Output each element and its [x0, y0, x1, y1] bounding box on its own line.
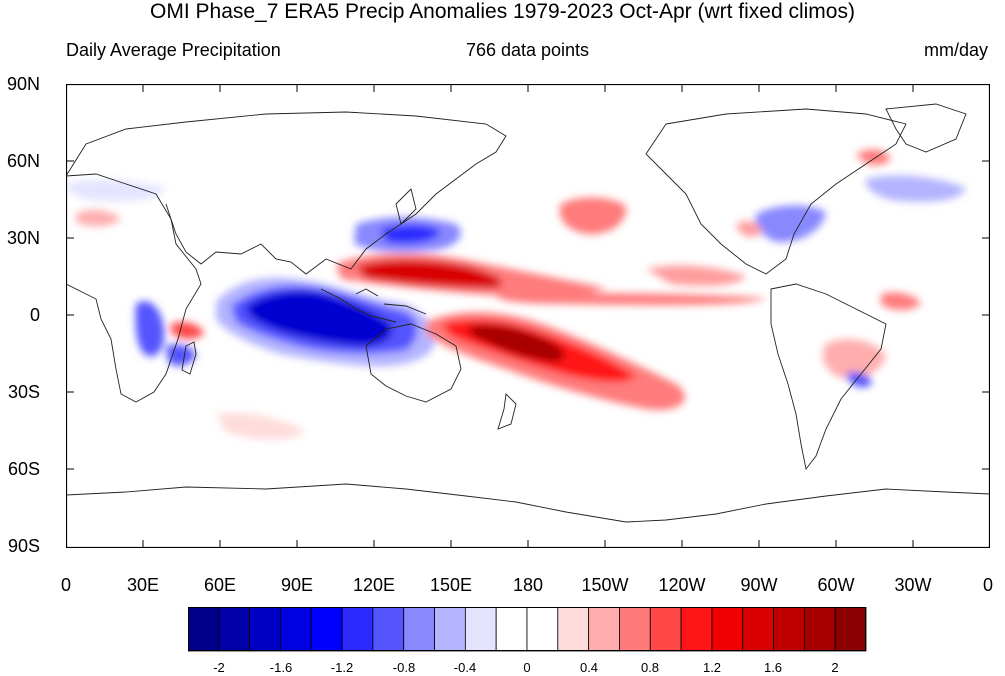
coastline-north-america [645, 108, 907, 275]
colorbar-cell [526, 607, 559, 652]
figure-title: OMI Phase_7 ERA5 Precip Anomalies 1979-2… [150, 0, 855, 23]
lon-label-60e: 60E [203, 575, 237, 595]
colorbar-cell [218, 607, 251, 652]
lat-label-30n: 30N [6, 228, 40, 248]
colorbar-label-m1-6: -1.6 [269, 660, 293, 675]
positive-anomaly-north-pacific-core [356, 260, 502, 288]
positive-anomaly-mediterranean [76, 209, 121, 227]
colorbar-label-0-8: 0.8 [640, 660, 660, 675]
lon-label-150e: 150E [429, 575, 473, 595]
colorbar-cell [249, 607, 281, 652]
negative-anomaly-indian-ocean-core [246, 290, 393, 346]
positive-anomaly-gulf [736, 221, 762, 237]
lon-label-90w: 90W [740, 575, 778, 595]
colorbar-label-m2: -2 [213, 660, 225, 675]
lon-label-150w: 150W [581, 575, 629, 595]
lon-label-180: 180 [512, 575, 544, 595]
lat-label-90s: 90S [7, 536, 40, 556]
lat-label-90n: 90N [6, 74, 40, 94]
negative-anomaly-madagascar [166, 344, 196, 366]
subtitle-center: 766 data points [465, 40, 590, 60]
colorbar-cell [557, 607, 590, 652]
axis-ticks [66, 84, 990, 548]
lat-label-60n: 60N [6, 151, 40, 171]
colorbar-cell [834, 607, 867, 652]
positive-anomaly-spcz-core [469, 324, 565, 362]
coastline-maritime-continent [320, 288, 427, 323]
lon-label-30e: 30E [126, 575, 160, 595]
subtitle-left: Daily Average Precipitation [66, 40, 281, 60]
lon-label-120e: 120E [352, 575, 396, 595]
positive-anomaly-south-america [822, 339, 886, 379]
lon-label-60w: 60W [817, 575, 855, 595]
colorbar-cell [803, 607, 836, 652]
coastline-greenland [885, 103, 967, 153]
negative-anomaly-nw-pacific-core [381, 224, 441, 244]
colorbar-label-0-4: 0.4 [579, 660, 599, 675]
lon-label-120w: 120W [658, 575, 706, 595]
colorbar-cell [680, 607, 713, 652]
precip-anomaly-map [66, 84, 990, 548]
lat-label-60s: 60S [7, 459, 40, 479]
coastline-new-zealand [497, 393, 517, 430]
colorbar-frame [188, 607, 866, 651]
lon-label-30w: 30W [894, 575, 932, 595]
coastlines [66, 103, 990, 523]
colorbar-cell [403, 607, 435, 652]
coastline-africa [66, 173, 202, 403]
colorbar [188, 607, 867, 652]
colorbar-cell [495, 607, 528, 652]
coastline-madagascar [181, 341, 197, 375]
colorbar-cell [188, 607, 220, 652]
lat-label-eq: 0 [29, 305, 40, 325]
colorbar-cell [742, 607, 774, 652]
colorbar-label-m1-2: -1.2 [330, 660, 354, 675]
positive-anomaly-mexico [646, 265, 746, 286]
negative-anomaly-south-atlantic [846, 372, 872, 388]
map-frame [66, 84, 990, 548]
negative-anomaly-europe [66, 179, 166, 202]
colorbar-cell [588, 607, 620, 652]
colorbar-cell [341, 607, 374, 652]
colorbar-label-m0-8: -0.8 [392, 660, 416, 675]
coastline-antarctica [66, 483, 990, 523]
positive-anomaly-ne-pacific [559, 197, 627, 235]
coastline-south-america [770, 283, 887, 471]
lon-label-0-right: 0 [982, 575, 994, 595]
lon-label-90e: 90E [280, 575, 314, 595]
colorbar-cells [188, 607, 867, 652]
colorbar-cell [619, 607, 651, 652]
colorbar-label-0: 0 [523, 660, 531, 675]
coastline-japan [395, 188, 417, 225]
lon-label-0: 0 [60, 575, 72, 595]
colorbar-cell [434, 607, 466, 652]
colorbar-cell [464, 607, 497, 652]
colorbar-label-1-6: 1.6 [763, 660, 783, 675]
colorbar-cell [649, 607, 682, 652]
coastline-australia [365, 323, 462, 403]
colorbar-cell [711, 607, 744, 652]
colorbar-cell [280, 607, 312, 652]
positive-anomaly-equatorial-stripe [496, 293, 766, 306]
colorbar-cell [310, 607, 343, 652]
anomaly-shading [66, 149, 966, 440]
negative-anomaly-us-east [755, 205, 826, 243]
colorbar-cell [773, 607, 805, 652]
colorbar-label-1-2: 1.2 [702, 660, 722, 675]
negative-anomaly-north-atlantic [865, 175, 966, 202]
colorbar-label-2: 2 [831, 660, 839, 675]
colorbar-label-m0-4: -0.4 [453, 660, 477, 675]
positive-anomaly-atlantic [881, 292, 921, 310]
negative-anomaly-africa [135, 301, 165, 357]
positive-anomaly-southern-indian [216, 412, 306, 440]
colorbar-cell [372, 607, 405, 652]
lat-label-30s: 30S [7, 382, 40, 402]
subtitle-right: mm/day [923, 40, 988, 60]
